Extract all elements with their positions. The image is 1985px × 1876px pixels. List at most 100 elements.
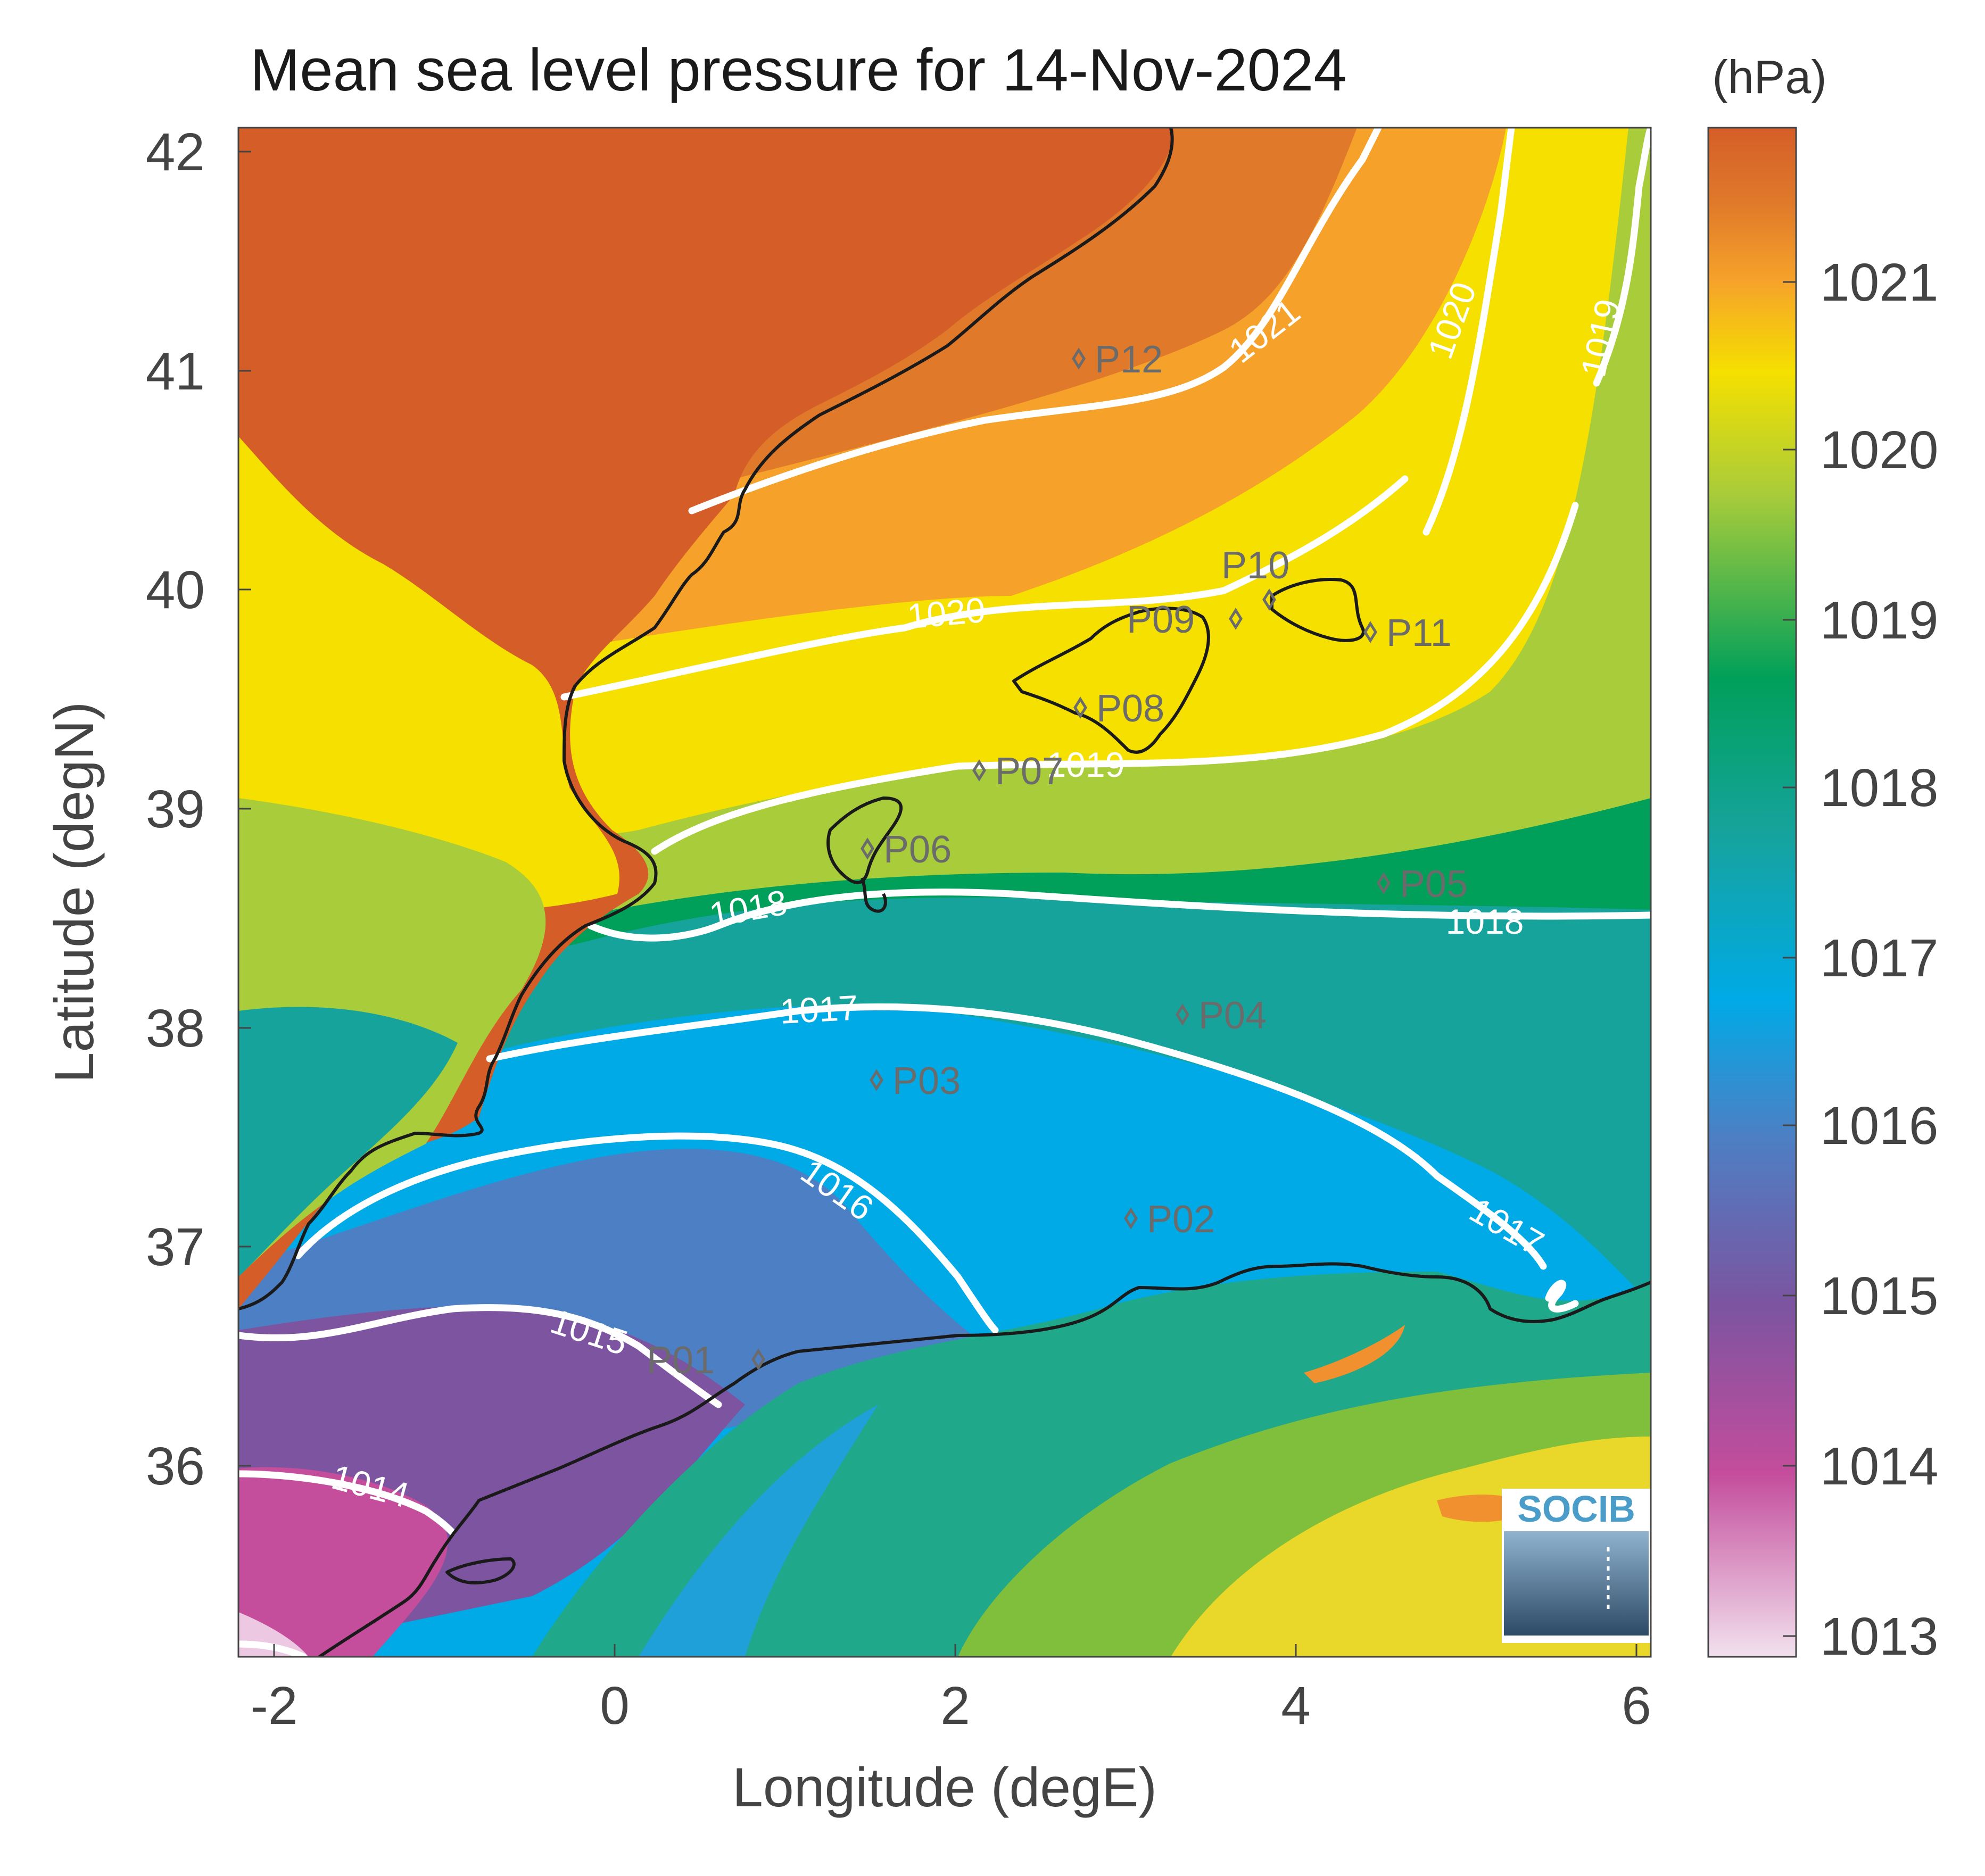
coast-ibiza <box>826 796 903 884</box>
logo-gradient <box>1504 1531 1649 1636</box>
coast-formentera <box>861 877 887 913</box>
station-marker-icon <box>870 1069 883 1091</box>
station-marker-icon <box>751 1348 765 1371</box>
colorbar-tick-label: 1021 <box>1820 253 1938 312</box>
band-1019 <box>238 128 1651 1064</box>
station-p02[interactable]: P02 <box>1124 1198 1215 1241</box>
y-tick-label: 36 <box>146 1437 205 1496</box>
y-tick-labels: 36 37 38 39 40 41 42 <box>146 122 205 1496</box>
colorbar-frame <box>1707 127 1797 1658</box>
land-iberia-yellow <box>238 436 619 914</box>
coastlines <box>238 128 1651 1657</box>
station-label: P05 <box>1400 863 1468 906</box>
contour-1015 <box>238 1304 722 1408</box>
station-p07[interactable]: P07 <box>972 750 1063 793</box>
contour-label: 1019 <box>1047 745 1125 784</box>
y-axis-label: Latitude (degN) <box>44 702 105 1083</box>
contour-lines <box>238 128 1651 1657</box>
contour-label: 1018 <box>1446 902 1524 941</box>
station-label: P01 <box>647 1339 715 1382</box>
station-label: P07 <box>995 750 1063 793</box>
x-tick-label: 4 <box>1281 1676 1311 1736</box>
x-tick-label: 6 <box>1622 1676 1651 1736</box>
coast-iberia <box>238 128 1174 1310</box>
station-marker-icon <box>1262 588 1276 611</box>
station-label: P11 <box>1386 612 1452 654</box>
band-1014 <box>238 1467 448 1657</box>
station-p06[interactable]: P06 <box>861 828 952 871</box>
station-markers: P01 P02 P03 P04 P05 P06 P07 P08 <box>647 338 1468 1382</box>
station-label: P08 <box>1096 687 1164 730</box>
station-marker-icon <box>1124 1207 1138 1230</box>
station-label: P12 <box>1095 338 1163 381</box>
x-tick-label: 2 <box>940 1676 970 1736</box>
contour-1018 <box>587 889 1651 942</box>
station-label: P09 <box>1127 599 1195 641</box>
pressure-field <box>238 128 1651 1657</box>
land-iberia-teal <box>238 1007 458 1277</box>
station-p09[interactable]: P09 <box>1127 599 1243 641</box>
station-p10[interactable]: P10 <box>1221 544 1289 611</box>
colorbar: (hPa) 1013 1014 1015 1016 1017 1018 1019… <box>1707 51 1938 1666</box>
contour-label: 1017 <box>779 987 859 1031</box>
station-label: P03 <box>892 1060 961 1102</box>
land-africa-orange2 <box>1304 1325 1405 1383</box>
colorbar-gradient-bar <box>1708 128 1796 1657</box>
contour-1020-north <box>1422 128 1515 536</box>
station-p12[interactable]: P12 <box>1072 338 1163 381</box>
colorbar-unit-label: (hPa) <box>1712 51 1826 103</box>
axis-tick-marks <box>238 151 1637 1657</box>
x-tick-labels: -2 0 2 4 6 <box>251 1676 1651 1736</box>
y-tick-label: 38 <box>146 999 205 1058</box>
coast-africa <box>318 1262 1651 1657</box>
x-tick-label: 0 <box>600 1676 630 1736</box>
y-tick-label: 42 <box>146 122 205 182</box>
colorbar-tick-label: 1016 <box>1820 1096 1938 1156</box>
contour-1019 <box>651 502 1579 855</box>
map-title: Mean sea level pressure for 14-Nov-2024 <box>250 37 1347 103</box>
colorbar-tick-label: 1019 <box>1820 591 1938 650</box>
contour-1014 <box>238 1470 456 1536</box>
contour-1017-hook <box>1545 1280 1579 1313</box>
colorbar-tick-label: 1013 <box>1820 1607 1938 1666</box>
station-marker-icon <box>1176 1003 1189 1026</box>
coast-mallorca <box>1012 607 1210 754</box>
contour-1016 <box>294 1132 999 1334</box>
station-p08[interactable]: P08 <box>1073 687 1164 730</box>
contour-1017 <box>486 1003 1547 1270</box>
coast-alboran <box>445 1557 516 1584</box>
station-p03[interactable]: P03 <box>870 1060 961 1102</box>
station-marker-icon <box>861 837 874 860</box>
y-tick-label: 40 <box>146 560 205 620</box>
contour-1019-north <box>1593 128 1651 387</box>
socib-logo: SOCIB <box>1502 1488 1651 1643</box>
contour-label: 1020 <box>906 590 987 636</box>
contour-1021 <box>688 128 1382 514</box>
colorbar-tick-label: 1015 <box>1820 1266 1938 1326</box>
colorbar-tick-label: 1017 <box>1820 928 1938 988</box>
map-frame <box>237 127 1652 1658</box>
station-marker-icon <box>1377 872 1391 894</box>
station-p11[interactable]: P11 <box>1363 612 1452 654</box>
coast-menorca <box>1270 578 1365 642</box>
y-tick-label: 39 <box>146 779 205 839</box>
land-africa-blue <box>639 1405 878 1657</box>
station-marker-icon <box>1363 621 1377 643</box>
logo-text: SOCIB <box>1517 1488 1635 1530</box>
y-tick-label: 41 <box>146 342 205 401</box>
colorbar-tick-labels: 1013 1014 1015 1016 1017 1018 1019 1020 … <box>1820 253 1938 1666</box>
colorbar-tick-label: 1014 <box>1820 1437 1938 1496</box>
station-p04[interactable]: P04 <box>1176 994 1267 1037</box>
station-marker-icon <box>972 759 986 782</box>
station-p01[interactable]: P01 <box>647 1339 765 1382</box>
station-p05[interactable]: P05 <box>1377 863 1468 906</box>
contour-1020-south <box>560 475 1409 701</box>
colorbar-tick-label: 1018 <box>1820 758 1938 818</box>
colorbar-tick-label: 1020 <box>1820 420 1938 480</box>
station-label: P10 <box>1221 544 1289 587</box>
station-marker-icon <box>1072 347 1086 370</box>
y-tick-label: 37 <box>146 1217 205 1277</box>
station-marker-icon <box>1073 696 1087 719</box>
